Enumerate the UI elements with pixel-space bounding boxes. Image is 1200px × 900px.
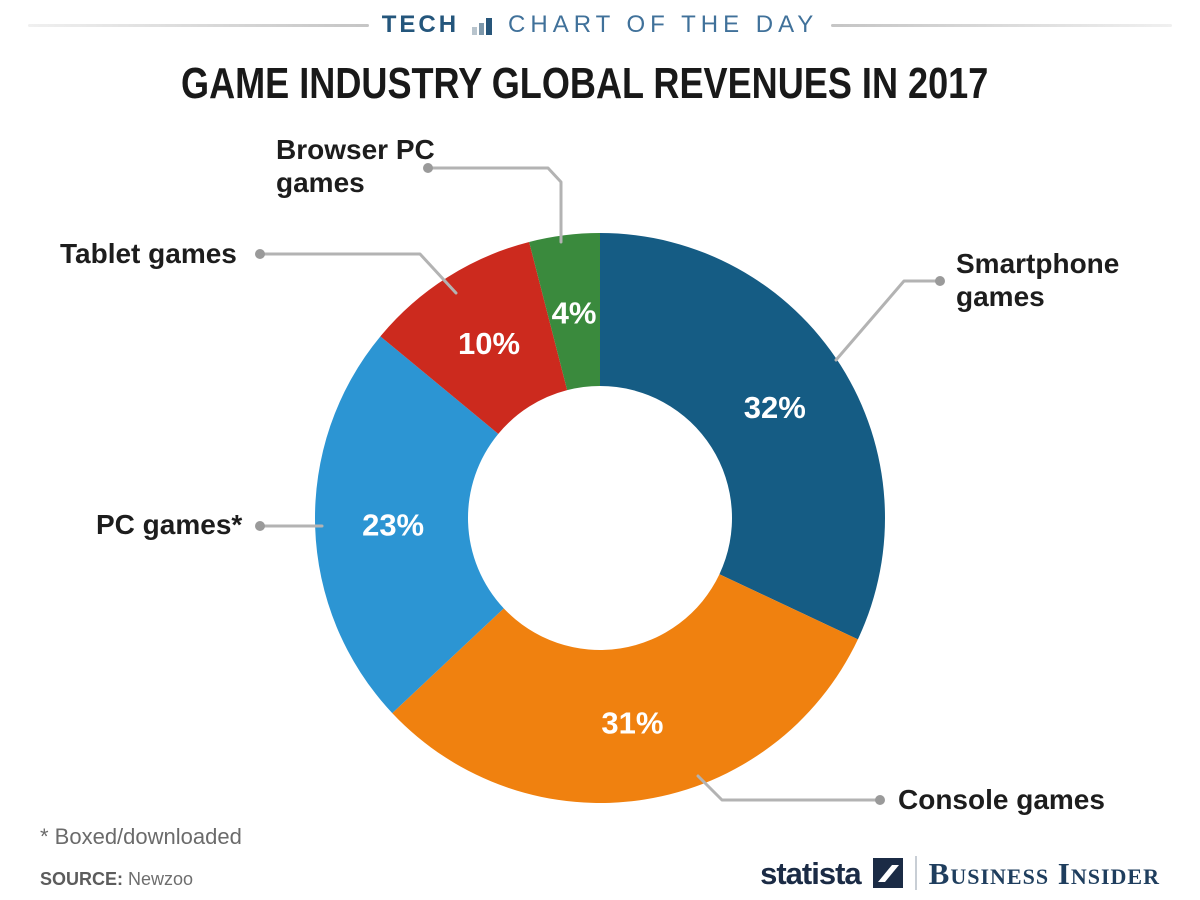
- donut-slices: [314, 233, 886, 804]
- business-insider-wordmark: Business Insider: [928, 855, 1160, 891]
- slice-label-tablet-games: Tablet games: [60, 238, 237, 269]
- header-banner: TECH CHART OF THE DAY: [28, 11, 1173, 39]
- leader-dot: [875, 795, 885, 805]
- branding-separator: [914, 856, 917, 890]
- source-prefix-label: SOURCE:: [40, 869, 124, 889]
- slice-value-label: 4%: [552, 295, 597, 330]
- leader-smartphone-games: [834, 279, 942, 362]
- slice-value-label: 32%: [744, 390, 806, 425]
- header-tech-label: TECH: [381, 11, 460, 38]
- statista-wordmark: statista: [760, 855, 862, 891]
- header-rule-right: [831, 23, 1173, 27]
- leader-dot: [423, 163, 433, 173]
- slice-value-label: 23%: [362, 507, 424, 542]
- leader-browser-pc-games: [426, 166, 563, 244]
- slice-value-labels: 32% 31% 23% 10% 4%: [362, 295, 806, 740]
- slice-value-label: 31%: [601, 705, 663, 740]
- donut-slice-pc-games: [314, 336, 504, 714]
- statista-logo-icon: [872, 858, 903, 888]
- slice-label-console-games: Console games: [898, 784, 1105, 815]
- slice-label-pc-games: PC games*: [96, 509, 243, 540]
- leader-dot: [935, 276, 945, 286]
- branding-row: statista Business Insider: [760, 856, 1160, 890]
- source-line: SOURCE: Newzoo: [40, 869, 193, 890]
- page-title: GAME INDUSTRY GLOBAL REVENUES IN 2017: [181, 59, 989, 108]
- header-series-label: CHART OF THE DAY: [508, 11, 819, 38]
- header-rule-left: [28, 23, 369, 27]
- leader-lines: [255, 163, 945, 805]
- footnote: * Boxed/downloaded: [40, 824, 242, 849]
- leader-dot: [255, 521, 265, 531]
- donut-slice-tablet-games: [380, 241, 568, 434]
- leader-console-games: [696, 774, 882, 802]
- slice-value-label: 10%: [458, 326, 520, 361]
- donut-slice-smartphone-games: [600, 233, 886, 640]
- source-name: Newzoo: [128, 869, 194, 889]
- slice-label-smartphone-games: Smartphone games: [956, 248, 1120, 313]
- leader-dot: [255, 249, 265, 259]
- bar-chart-icon: [472, 17, 493, 35]
- slice-label-browser-pc-games: Browser PC games: [276, 134, 435, 199]
- leader-tablet-games: [258, 252, 458, 295]
- donut-slice-browser-pc-games: [529, 233, 600, 391]
- donut-slice-console-games: [392, 574, 858, 804]
